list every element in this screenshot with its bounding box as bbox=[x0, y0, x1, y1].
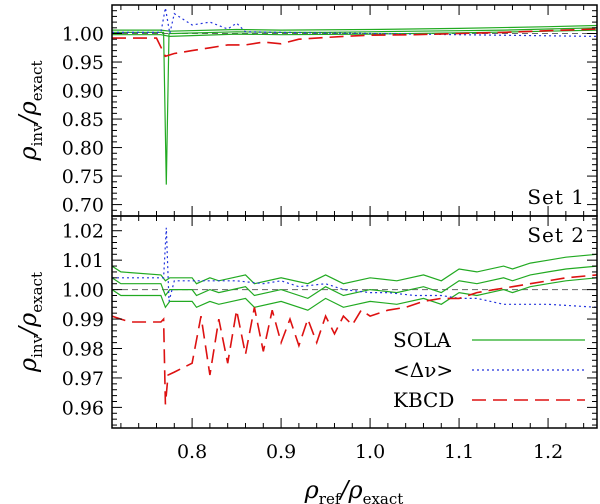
y-tick-label: 1.01 bbox=[62, 250, 104, 272]
series-line--center bbox=[112, 7, 597, 37]
y-tick-label: 0.80 bbox=[62, 138, 104, 160]
series-line-solalower-error bbox=[112, 277, 597, 311]
series-line--center bbox=[112, 227, 597, 308]
panel-set-label: Set 1 bbox=[527, 185, 585, 209]
y-tick-label: 0.99 bbox=[62, 309, 104, 331]
y-axis-title: ρinv/ρexact bbox=[14, 272, 46, 373]
x-tick-label: 1.1 bbox=[444, 441, 474, 463]
x-axis-title: ρref/ρexact bbox=[304, 476, 404, 504]
legend-label: KBCD bbox=[393, 388, 454, 412]
y-tick-label: 0.95 bbox=[62, 52, 104, 74]
y-tick-label: 1.02 bbox=[62, 221, 104, 243]
legend-label: SOLA bbox=[393, 328, 451, 352]
panel-top: 0.70 0.75 0.80 0.85 0.90 0.95 1.00 Set 1 ρinv/ρe… bbox=[14, 4, 598, 217]
y-axis-title: ρinv/ρexact bbox=[14, 61, 46, 162]
x-tick-label: 0.8 bbox=[177, 441, 207, 463]
y-tick-label: 1.00 bbox=[62, 280, 104, 302]
y-tick-label: 1.00 bbox=[62, 24, 104, 46]
y-tick-label: 0.98 bbox=[62, 339, 104, 361]
legend: SOLA <Δν> KBCD bbox=[393, 328, 585, 412]
x-tick-label: 0.9 bbox=[266, 441, 296, 463]
series-line-kbcd-center bbox=[112, 274, 597, 405]
x-tick-label: 1.2 bbox=[533, 441, 563, 463]
series-line-solalower-error bbox=[112, 29, 597, 38]
y-tick-label: 0.97 bbox=[62, 368, 104, 390]
series-line-sola-center bbox=[112, 27, 597, 185]
y-tick-label: 0.70 bbox=[62, 195, 104, 217]
axis-labels: ρref/ρexact bbox=[304, 476, 404, 504]
panel-set-label: Set 2 bbox=[527, 223, 585, 247]
series-line-sola-center bbox=[112, 265, 597, 300]
y-tick-label: 0.96 bbox=[62, 397, 104, 419]
y-tick-label: 0.85 bbox=[62, 109, 104, 131]
series-line-kbcd-center bbox=[112, 28, 597, 58]
series-line-solaupper-error bbox=[112, 24, 597, 32]
series-line-solaupper-error bbox=[112, 253, 597, 285]
panel-bottom: 0.96 0.97 0.98 0.99 1.00 1.01 1.02 0.8 0.9 1.0 1.1… bbox=[14, 215, 598, 463]
y-tick-label: 0.75 bbox=[62, 166, 104, 188]
y-tick-label: 0.90 bbox=[62, 81, 104, 103]
x-tick-label: 1.0 bbox=[355, 441, 385, 463]
legend-label: <Δν> bbox=[393, 358, 453, 382]
plot-frame bbox=[111, 215, 598, 429]
